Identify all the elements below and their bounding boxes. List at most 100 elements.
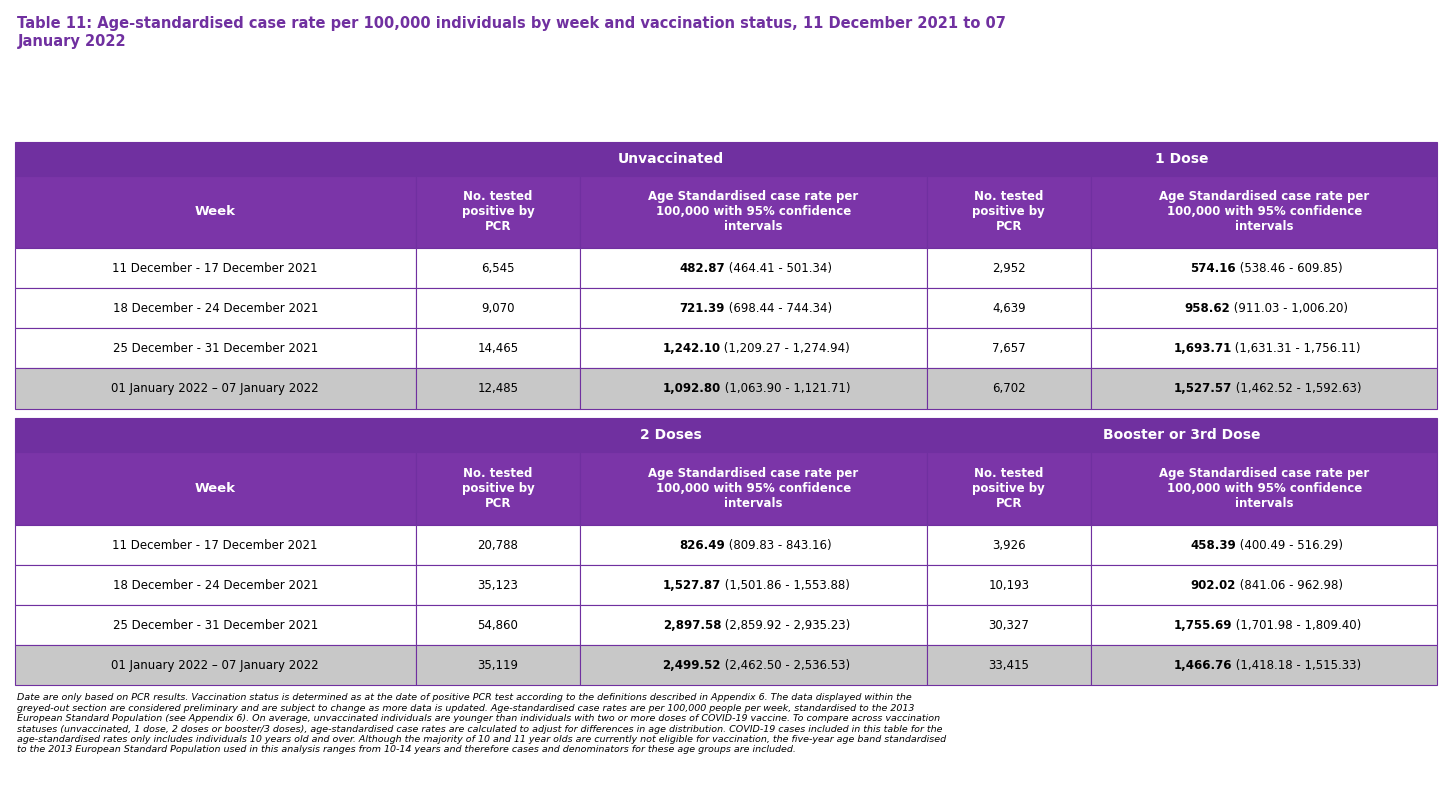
Bar [415,328,579,369]
Bar [415,565,579,605]
Bar [579,176,926,248]
Bar [415,418,926,452]
Text: Age Standardised case rate per
100,000 with 95% confidence
intervals: Age Standardised case rate per 100,000 w… [1159,190,1369,234]
Bar [415,646,579,685]
Text: 1,242.10: 1,242.10 [662,342,720,355]
Bar [15,525,415,565]
Text: 9,070: 9,070 [481,302,514,315]
Bar [15,452,415,525]
Text: (464.41 - 501.34): (464.41 - 501.34) [725,262,832,275]
Text: 1 Dose: 1 Dose [1156,151,1210,166]
Text: 6,545: 6,545 [481,262,514,275]
Bar [15,328,415,369]
Text: 958.62: 958.62 [1185,302,1230,315]
Text: No. tested
positive by
PCR: No. tested positive by PCR [462,190,534,234]
Bar [579,605,926,646]
Bar [15,646,415,685]
Text: 10,193: 10,193 [989,578,1029,591]
Bar [579,525,926,565]
Text: (400.49 - 516.29): (400.49 - 516.29) [1236,539,1343,552]
Bar [15,565,415,605]
Text: 11 December - 17 December 2021: 11 December - 17 December 2021 [112,539,318,552]
Text: 574.16: 574.16 [1191,262,1236,275]
Text: Age Standardised case rate per
100,000 with 95% confidence
intervals: Age Standardised case rate per 100,000 w… [648,190,858,234]
Bar [415,142,926,176]
Bar [579,452,926,525]
Text: (911.03 - 1,006.20): (911.03 - 1,006.20) [1230,302,1349,315]
Bar [15,289,415,328]
Text: 18 December - 24 December 2021: 18 December - 24 December 2021 [112,578,318,591]
Bar [579,328,926,369]
Bar [579,369,926,409]
Text: 4,639: 4,639 [992,302,1025,315]
Bar [15,418,415,452]
Text: 30,327: 30,327 [989,619,1029,632]
Text: (2,462.50 - 2,536.53): (2,462.50 - 2,536.53) [722,659,851,671]
Text: Booster or 3rd Dose: Booster or 3rd Dose [1104,428,1260,443]
Text: 1,092.80: 1,092.80 [662,382,720,395]
Bar [15,369,415,409]
Bar [415,176,579,248]
Text: 1,693.71: 1,693.71 [1173,342,1231,355]
Bar [415,452,579,525]
Text: 3,926: 3,926 [992,539,1025,552]
Bar [926,452,1090,525]
Text: (1,063.90 - 1,121.71): (1,063.90 - 1,121.71) [720,382,851,395]
Bar [926,328,1090,369]
Text: 01 January 2022 – 07 January 2022: 01 January 2022 – 07 January 2022 [112,382,319,395]
Bar [1090,369,1437,409]
Text: 54,860: 54,860 [478,619,518,632]
Text: Age Standardised case rate per
100,000 with 95% confidence
intervals: Age Standardised case rate per 100,000 w… [1159,467,1369,510]
Bar [926,646,1090,685]
Text: 1,755.69: 1,755.69 [1173,619,1231,632]
Bar [415,289,579,328]
Bar [926,418,1437,452]
Text: 721.39: 721.39 [680,302,725,315]
Text: 902.02: 902.02 [1191,578,1236,591]
Bar [1090,646,1437,685]
Text: Week: Week [195,205,235,218]
Bar [1090,176,1437,248]
Text: (538.46 - 609.85): (538.46 - 609.85) [1236,262,1343,275]
Text: 12,485: 12,485 [478,382,518,395]
Text: (2,859.92 - 2,935.23): (2,859.92 - 2,935.23) [722,619,851,632]
Text: 01 January 2022 – 07 January 2022: 01 January 2022 – 07 January 2022 [112,659,319,671]
Text: (1,462.52 - 1,592.63): (1,462.52 - 1,592.63) [1231,382,1361,395]
Text: 2,952: 2,952 [992,262,1025,275]
Text: (698.44 - 744.34): (698.44 - 744.34) [725,302,832,315]
Text: 25 December - 31 December 2021: 25 December - 31 December 2021 [113,342,318,355]
Text: 482.87: 482.87 [680,262,725,275]
Text: 18 December - 24 December 2021: 18 December - 24 December 2021 [112,302,318,315]
Text: 35,119: 35,119 [478,659,518,671]
Text: Age Standardised case rate per
100,000 with 95% confidence
intervals: Age Standardised case rate per 100,000 w… [648,467,858,510]
Text: 826.49: 826.49 [680,539,725,552]
Text: 11 December - 17 December 2021: 11 December - 17 December 2021 [112,262,318,275]
Bar [1090,525,1437,565]
Bar [1090,328,1437,369]
Bar [1090,605,1437,646]
Bar [415,369,579,409]
Text: (1,701.98 - 1,809.40): (1,701.98 - 1,809.40) [1231,619,1361,632]
Text: 2,897.58: 2,897.58 [662,619,722,632]
Bar [15,605,415,646]
Text: 2,499.52: 2,499.52 [662,659,722,671]
Bar [579,646,926,685]
Bar [926,176,1090,248]
Bar [926,525,1090,565]
Text: 6,702: 6,702 [992,382,1025,395]
Bar [415,605,579,646]
Text: (1,501.86 - 1,553.88): (1,501.86 - 1,553.88) [722,578,849,591]
Bar [15,248,415,289]
Text: No. tested
positive by
PCR: No. tested positive by PCR [462,467,534,510]
Text: 2 Doses: 2 Doses [640,428,703,443]
Text: Date are only based on PCR results. Vaccination status is determined as at the d: Date are only based on PCR results. Vacc… [17,693,947,754]
Text: 1,527.87: 1,527.87 [662,578,722,591]
Text: 14,465: 14,465 [478,342,518,355]
Text: 20,788: 20,788 [478,539,518,552]
Text: 458.39: 458.39 [1191,539,1236,552]
Text: (809.83 - 843.16): (809.83 - 843.16) [725,539,832,552]
Bar [926,605,1090,646]
Bar [579,248,926,289]
Text: (1,209.27 - 1,274.94): (1,209.27 - 1,274.94) [720,342,851,355]
Text: Table 11: Age-standardised case rate per 100,000 individuals by week and vaccina: Table 11: Age-standardised case rate per… [17,16,1006,49]
